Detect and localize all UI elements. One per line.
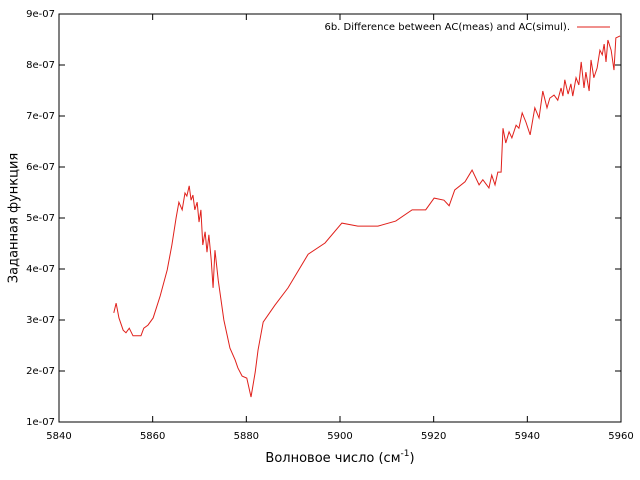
x-tick-label: 5900 xyxy=(327,431,352,442)
y-tick-label: 2e-07 xyxy=(26,366,55,377)
y-tick-label: 7e-07 xyxy=(26,111,55,122)
plot-border xyxy=(58,13,622,423)
x-tick-label: 5860 xyxy=(140,431,165,442)
y-tick-label: 6e-07 xyxy=(26,162,55,173)
x-tick-label: 5840 xyxy=(46,431,71,442)
y-tick-label: 1e-07 xyxy=(26,417,55,428)
x-label-text: Волновое число (см xyxy=(265,451,400,466)
x-tick-label: 5880 xyxy=(234,431,259,442)
x-tick-label: 5960 xyxy=(608,431,633,442)
x-label-end: ) xyxy=(409,451,414,466)
legend-label: 6b. Difference between AC(meas) and AC(s… xyxy=(324,22,570,33)
x-label-sup: -1 xyxy=(401,449,410,459)
y-tick-label: 8e-07 xyxy=(26,60,55,71)
x-tick-label: 5940 xyxy=(515,431,540,442)
y-tick-label: 9e-07 xyxy=(26,9,55,20)
y-axis-label: Заданная функция xyxy=(7,153,22,283)
y-tick-label: 5e-07 xyxy=(26,213,55,224)
x-axis-label: Волновое число (см-1) xyxy=(265,449,414,466)
x-tick-label: 5920 xyxy=(421,431,446,442)
y-tick-label: 3e-07 xyxy=(26,315,55,326)
data-line xyxy=(113,35,621,398)
y-tick-label: 4e-07 xyxy=(26,264,55,275)
